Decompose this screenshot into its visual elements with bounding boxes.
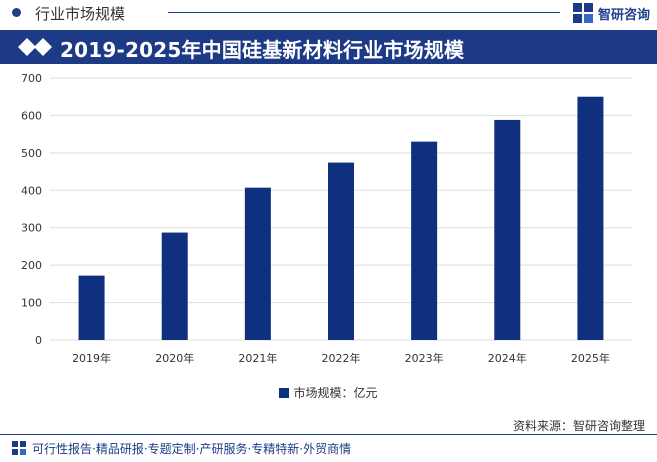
title-banner: 2019-2025年中国硅基新材料行业市场规模	[0, 30, 657, 64]
bar	[161, 232, 188, 340]
brand-name: 智研咨询	[598, 7, 651, 23]
bar	[78, 275, 105, 340]
chart-title: 2019-2025年中国硅基新材料行业市场规模	[60, 38, 465, 62]
y-tick-label: 600	[21, 109, 42, 122]
y-tick-label: 400	[21, 184, 42, 197]
x-tick-label: 2023年	[405, 351, 444, 365]
footer: 可行性报告·精品研报·专题定制·产研服务·专精特新·外贸商情	[12, 440, 351, 456]
legend-label: 市场规模：亿元	[293, 386, 378, 400]
brand: 智研咨询	[572, 2, 650, 24]
y-tick-label: 200	[21, 259, 42, 272]
footer-text: 可行性报告·精品研报·专题定制·产研服务·专精特新·外贸商情	[32, 441, 352, 456]
bar	[577, 96, 604, 340]
legend-swatch	[279, 387, 290, 398]
x-tick-label: 2024年	[488, 351, 527, 365]
bullet-dot-icon	[12, 8, 21, 17]
y-tick-label: 300	[21, 222, 42, 235]
legend: 市场规模：亿元	[0, 384, 657, 401]
y-tick-label: 100	[21, 297, 42, 310]
footer-logo-icon	[12, 441, 26, 455]
x-tick-label: 2019年	[72, 351, 111, 365]
bar	[244, 187, 271, 340]
brand-logo-icon	[573, 3, 593, 23]
section-header: 行业市场规模 智研咨询	[0, 0, 657, 28]
y-tick-label: 700	[21, 72, 42, 85]
x-tick-label: 2020年	[155, 351, 194, 365]
header-divider	[168, 12, 560, 13]
chart-svg: 0 100 200 300 400 500 600 700 2019年 2020年 2021年 202…	[21, 72, 632, 365]
section-title: 行业市场规模	[35, 5, 126, 23]
bar	[494, 119, 521, 340]
diamond-icon	[18, 38, 52, 56]
x-tick-label: 2021年	[238, 351, 277, 365]
y-tick-label: 500	[21, 147, 42, 160]
bar	[328, 162, 354, 340]
y-tick-label: 0	[35, 334, 42, 347]
bar	[411, 141, 438, 340]
source-note: 资料来源：智研咨询整理	[512, 419, 645, 433]
x-tick-label: 2022年	[322, 351, 361, 365]
x-tick-label: 2025年	[571, 351, 610, 365]
footer-divider	[0, 434, 657, 435]
bar-chart: 0 100 200 300 400 500 600 700 2019年 2020年 2021年 202…	[0, 66, 657, 410]
